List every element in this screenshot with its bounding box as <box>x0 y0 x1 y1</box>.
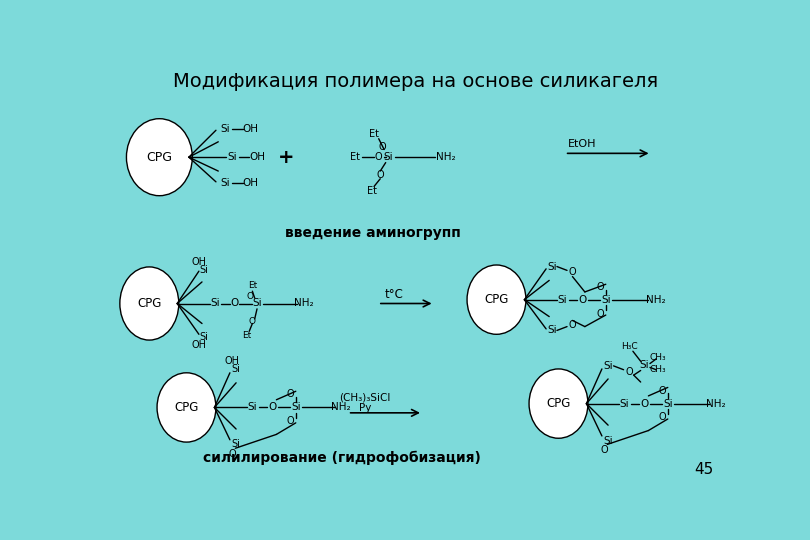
Text: Si: Si <box>252 299 262 308</box>
Text: CH₃: CH₃ <box>650 365 666 374</box>
Ellipse shape <box>529 369 588 438</box>
Text: Et: Et <box>369 129 379 139</box>
Text: CH₃: CH₃ <box>650 353 666 362</box>
Text: OH: OH <box>191 340 207 350</box>
Text: NH₂: NH₂ <box>646 295 666 305</box>
Text: Si: Si <box>231 364 240 374</box>
Text: NH₂: NH₂ <box>706 399 726 409</box>
Text: O: O <box>578 295 586 305</box>
Text: Si: Si <box>291 402 301 413</box>
Text: Py: Py <box>359 403 371 413</box>
Text: Si: Si <box>663 399 672 409</box>
Text: O: O <box>246 292 254 301</box>
Text: Si: Si <box>640 360 650 370</box>
Text: O: O <box>625 367 633 377</box>
Text: O: O <box>569 267 576 277</box>
Text: Si: Si <box>228 152 237 162</box>
Text: Si: Si <box>248 402 258 413</box>
Text: O: O <box>377 170 384 180</box>
Text: H₃C: H₃C <box>620 342 637 351</box>
Text: O: O <box>379 142 386 152</box>
Ellipse shape <box>467 265 526 334</box>
Text: Et: Et <box>368 186 377 196</box>
Text: +: + <box>278 148 294 167</box>
Text: Si: Si <box>603 361 613 371</box>
Text: CPG: CPG <box>546 397 571 410</box>
Text: силилирование (гидрофобизация): силилирование (гидрофобизация) <box>202 450 480 464</box>
Text: OH: OH <box>191 257 207 267</box>
Text: Si: Si <box>199 332 208 342</box>
Text: O: O <box>249 316 256 326</box>
Text: введение аминогрупп: введение аминогрупп <box>284 226 460 240</box>
Text: Si: Si <box>548 326 557 335</box>
Text: O: O <box>596 308 604 319</box>
Text: CPG: CPG <box>484 293 509 306</box>
Text: O: O <box>596 282 604 292</box>
Text: Si: Si <box>557 295 567 305</box>
Text: Si: Si <box>199 265 208 275</box>
Text: Si: Si <box>220 124 230 134</box>
Text: OH: OH <box>224 356 240 366</box>
Text: OH: OH <box>243 178 259 188</box>
Text: O: O <box>641 399 649 409</box>
Text: t°C: t°C <box>385 288 403 301</box>
Ellipse shape <box>157 373 216 442</box>
Text: Si: Si <box>211 299 220 308</box>
Text: CPG: CPG <box>174 401 198 414</box>
Text: NH₂: NH₂ <box>331 402 351 413</box>
Text: O: O <box>287 389 294 400</box>
Text: O: O <box>569 320 576 330</box>
Text: Si: Si <box>548 261 557 272</box>
Text: Et: Et <box>242 330 252 340</box>
Text: NH₂: NH₂ <box>295 299 314 308</box>
Text: Si: Si <box>231 440 240 449</box>
Text: NH₂: NH₂ <box>437 152 456 162</box>
Ellipse shape <box>120 267 179 340</box>
Text: O: O <box>228 449 236 458</box>
Text: Et: Et <box>248 281 257 291</box>
Text: O: O <box>375 152 382 162</box>
Text: (CH₃)₃SiCl: (CH₃)₃SiCl <box>339 393 390 402</box>
Text: OH: OH <box>243 124 259 134</box>
Text: 45: 45 <box>695 462 714 477</box>
Text: O: O <box>287 416 294 426</box>
Text: O: O <box>230 299 239 308</box>
Text: Si: Si <box>383 152 393 162</box>
Text: OH: OH <box>249 152 265 162</box>
Text: EtOH: EtOH <box>568 139 596 149</box>
Text: Si: Si <box>603 436 613 446</box>
Text: CPG: CPG <box>147 151 173 164</box>
Text: Si: Si <box>620 399 629 409</box>
Text: O: O <box>268 402 277 413</box>
Text: CPG: CPG <box>137 297 161 310</box>
Text: Et: Et <box>351 152 360 162</box>
Text: O: O <box>659 386 666 395</box>
Text: O: O <box>600 445 608 455</box>
Text: Si: Si <box>601 295 611 305</box>
Text: Модификация полимера на основе силикагеля: Модификация полимера на основе силикагел… <box>173 72 658 91</box>
Text: Si: Si <box>220 178 230 188</box>
Text: O: O <box>659 413 666 422</box>
Ellipse shape <box>126 119 192 195</box>
